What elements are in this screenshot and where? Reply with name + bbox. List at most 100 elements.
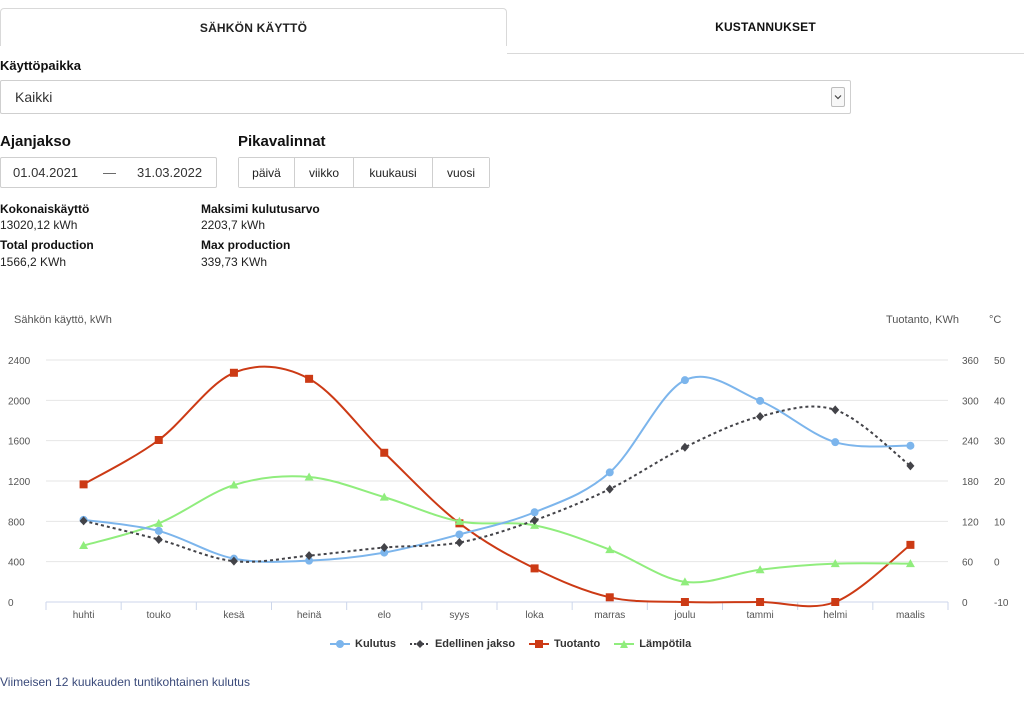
data-point-tuotanto	[305, 374, 314, 383]
data-point-tuotanto	[154, 435, 163, 444]
y-production-tick-label: 180	[962, 477, 979, 488]
legend-item-tuotanto[interactable]: Tuotanto	[529, 638, 600, 650]
quick-year-button[interactable]: vuosi	[433, 158, 489, 187]
data-point-kulutus	[605, 468, 614, 477]
legend-triangle-icon	[614, 640, 635, 648]
chevron-down-icon[interactable]	[831, 87, 845, 107]
y-temperature-tick-label: 30	[994, 437, 1006, 448]
total-consumption-label: Kokonaiskäyttö	[0, 202, 90, 216]
x-tick-label: joulu	[673, 610, 695, 621]
tab-divider	[507, 53, 1024, 54]
x-tick-label: syys	[449, 610, 469, 621]
hourly-consumption-link[interactable]: Viimeisen 12 kuukauden tuntikohtainen ku…	[0, 675, 250, 689]
data-point-tuotanto	[229, 368, 238, 377]
tab-costs[interactable]: KUSTANNUKSET	[715, 20, 816, 34]
site-label: Käyttöpaikka	[0, 58, 81, 73]
legend-label-kulutus: Kulutus	[355, 638, 396, 650]
legend-square-icon	[529, 640, 550, 648]
data-point-edellinen-jakso	[229, 556, 238, 566]
y-temperature-tick-label: -10	[994, 598, 1009, 609]
series-line-lampötila	[83, 475, 911, 584]
data-point-kulutus	[831, 438, 840, 447]
data-point-edellinen-jakso	[530, 515, 539, 525]
legend-diamond-icon	[409, 640, 430, 648]
y-production-tick-label: 120	[962, 517, 979, 528]
series-line-tuotanto	[83, 365, 912, 608]
tab-electricity-usage[interactable]: SÄHKÖN KÄYTTÖ	[0, 8, 507, 46]
data-point-edellinen-jakso	[455, 538, 464, 548]
data-point-edellinen-jakso	[906, 461, 915, 471]
data-point-lampötila	[304, 472, 314, 481]
data-point-lampötila	[755, 565, 765, 574]
quick-month-button[interactable]: kuukausi	[354, 158, 433, 187]
y-production-tick-label: 60	[962, 558, 974, 569]
y-production-tick-label: 240	[962, 437, 979, 448]
total-production-label: Total production	[0, 238, 94, 252]
data-point-lampötila	[154, 518, 164, 527]
x-tick-label: helmi	[823, 610, 847, 621]
legend-item-edellinen-jakso[interactable]: Edellinen jakso	[409, 638, 516, 650]
data-point-tuotanto	[831, 598, 840, 606]
data-point-lampötila	[905, 559, 915, 568]
data-point-tuotanto	[906, 540, 915, 549]
max-consumption-label: Maksimi kulutusarvo	[201, 202, 320, 216]
period-label: Ajanjakso	[0, 133, 71, 150]
y-production-tick-label: 360	[962, 356, 979, 367]
end-date-input[interactable]: 31.03.2022	[137, 165, 203, 180]
quick-week-button[interactable]: viikko	[295, 158, 354, 187]
max-consumption-value: 2203,7 kWh	[201, 218, 266, 232]
y-left-tick-label: 2000	[8, 396, 31, 407]
data-point-lampötila	[605, 545, 615, 554]
y-temperature-tick-label: 0	[994, 558, 1000, 569]
y-left-tick-label: 1600	[8, 437, 31, 448]
x-tick-label: elo	[378, 610, 392, 621]
quick-select-group: päivä viikko kuukausi vuosi	[238, 157, 490, 188]
legend-item-lampotila[interactable]: Lämpötila	[614, 638, 691, 650]
data-point-kulutus	[756, 396, 765, 405]
y-left-tick-label: 1200	[8, 477, 31, 488]
legend-label-edellinen-jakso: Edellinen jakso	[434, 638, 516, 650]
data-point-kulutus	[455, 530, 464, 539]
legend-item-kulutus[interactable]: Kulutus	[330, 638, 396, 650]
total-production-value: 1566,2 KWh	[0, 255, 67, 269]
x-tick-label: kesä	[223, 610, 245, 621]
legend-circle-icon	[330, 640, 350, 648]
y-left-tick-label: 2400	[8, 356, 31, 367]
legend-label-lampotila: Lämpötila	[639, 638, 692, 650]
data-point-tuotanto	[680, 598, 689, 606]
data-point-tuotanto	[79, 480, 88, 489]
data-point-lampötila	[379, 492, 389, 501]
data-point-tuotanto	[605, 593, 614, 602]
y-axis-temperature-title: °C	[989, 314, 1002, 326]
date-separator: —	[103, 165, 116, 180]
x-tick-label: marras	[594, 610, 625, 621]
date-range: 01.04.2021 — 31.03.2022	[0, 157, 217, 188]
total-consumption-value: 13020,12 kWh	[0, 218, 78, 232]
data-point-kulutus	[530, 508, 539, 517]
y-temperature-tick-label: 20	[994, 477, 1006, 488]
data-point-kulutus	[680, 376, 689, 385]
x-tick-label: loka	[525, 610, 544, 621]
y-production-tick-label: 300	[962, 396, 979, 407]
site-select[interactable]: Kaikki	[0, 80, 851, 114]
quick-day-button[interactable]: päivä	[239, 158, 295, 187]
y-left-tick-label: 800	[8, 517, 25, 528]
data-point-lampötila	[79, 541, 89, 550]
y-axis-production-title: Tuotanto, KWh	[886, 314, 959, 326]
data-point-tuotanto	[380, 448, 389, 457]
y-temperature-tick-label: 10	[994, 517, 1006, 528]
x-tick-label: huhti	[73, 610, 95, 621]
data-point-lampötila	[454, 516, 464, 525]
chart-legend: Kulutus Edellinen jakso Tuotanto Lämpöti…	[330, 636, 705, 652]
quick-select-label: Pikavalinnat	[238, 133, 326, 150]
y-left-tick-label: 0	[8, 598, 14, 609]
start-date-input[interactable]: 01.04.2021	[13, 165, 79, 180]
max-production-label: Max production	[201, 238, 291, 252]
legend-label-tuotanto: Tuotanto	[554, 638, 601, 650]
series-line-kulutus	[83, 375, 911, 563]
data-point-edellinen-jakso	[605, 484, 614, 494]
data-point-kulutus	[380, 548, 389, 557]
site-select-value: Kaikki	[15, 89, 53, 105]
data-point-kulutus	[906, 441, 915, 450]
data-point-edellinen-jakso	[79, 516, 88, 526]
